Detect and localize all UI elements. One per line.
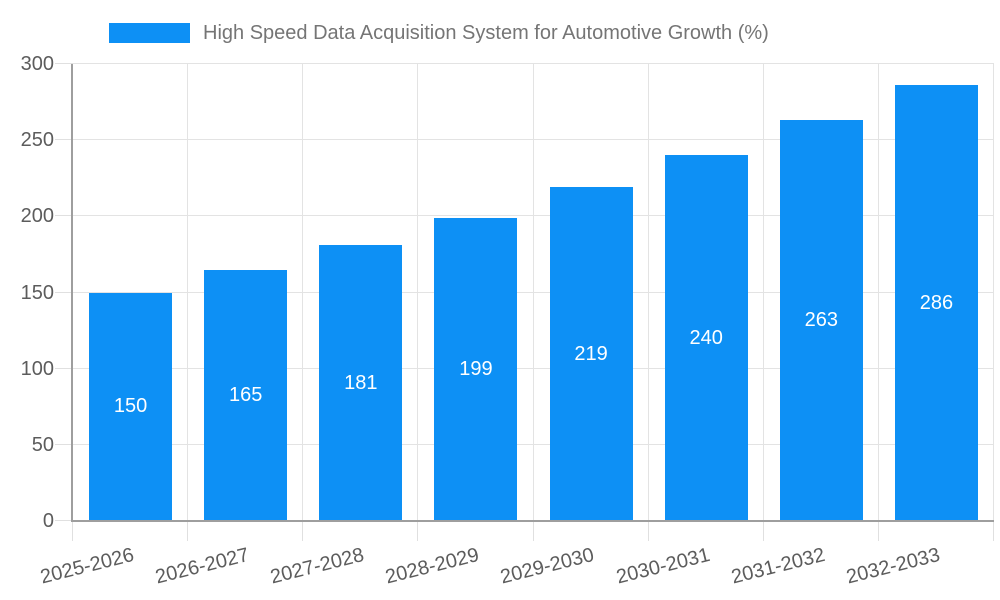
gridline-y: [73, 367, 994, 369]
y-tick: [55, 520, 73, 521]
x-tick: [993, 521, 994, 541]
gridline-y: [73, 63, 994, 64]
x-axis-tick-label: 2031-2032: [728, 543, 827, 589]
bar-value-label: 150: [113, 395, 148, 418]
x-tick: [647, 521, 649, 541]
y-tick: [55, 443, 73, 445]
y-axis-tick-label: 250: [20, 129, 54, 152]
bar[interactable]: 165: [204, 269, 288, 521]
bar-value-label: 219: [574, 342, 608, 365]
bar[interactable]: 286: [894, 85, 978, 521]
x-axis-tick-label: 2026-2027: [153, 543, 252, 589]
y-axis-tick-label: 300: [20, 53, 54, 75]
x-axis-tick-label: 2030-2031: [613, 543, 712, 589]
y-tick: [55, 291, 73, 293]
gridline-x: [877, 64, 879, 521]
y-axis-line: [71, 64, 73, 521]
bar[interactable]: 263: [779, 120, 863, 521]
gridline-x: [302, 64, 304, 521]
legend-swatch[interactable]: [109, 23, 190, 43]
x-tick: [877, 521, 879, 541]
y-axis-tick-label: 0: [42, 510, 54, 532]
bar[interactable]: 150: [89, 292, 173, 521]
x-axis-tick-label: 2025-2026: [37, 543, 137, 589]
bar-value-label: 181: [344, 371, 378, 394]
y-axis-tick-label: 200: [20, 205, 54, 228]
gridline-x: [417, 64, 419, 521]
x-axis-tick-label: 2028-2029: [383, 543, 482, 589]
y-tick: [55, 63, 73, 64]
gridline-x: [647, 64, 649, 521]
x-tick: [72, 521, 73, 541]
gridline-y: [73, 443, 994, 445]
x-axis-line: [71, 520, 994, 522]
bar[interactable]: 240: [664, 155, 748, 521]
x-axis-tick-label: 2029-2030: [498, 543, 597, 589]
gridline-x: [993, 64, 994, 521]
bar-value-label: 240: [689, 326, 723, 349]
x-tick: [762, 521, 764, 541]
bar[interactable]: 181: [319, 245, 403, 521]
gridline-y: [73, 139, 994, 141]
gridline-x: [762, 64, 764, 521]
bar-value-label: 286: [919, 291, 954, 314]
y-axis-tick-label: 50: [31, 433, 54, 456]
y-axis-tick-label: 100: [20, 357, 54, 380]
gridline-y: [73, 291, 994, 293]
x-axis-tick-label: 2032-2033: [843, 543, 943, 589]
x-tick: [532, 521, 534, 541]
bar-value-label: 165: [229, 383, 263, 406]
gridline-y: [73, 215, 994, 217]
y-tick: [55, 139, 73, 141]
bar[interactable]: 199: [434, 217, 518, 521]
bar[interactable]: 219: [549, 187, 633, 521]
legend-series-label: High Speed Data Acquisition System for A…: [203, 22, 769, 44]
y-tick: [55, 215, 73, 217]
x-tick: [187, 521, 189, 541]
gridline-x: [532, 64, 534, 521]
x-tick: [302, 521, 304, 541]
x-axis-tick-label: 2027-2028: [268, 543, 367, 589]
x-tick: [417, 521, 419, 541]
bar-value-label: 263: [804, 309, 838, 332]
y-axis-tick-label: 150: [20, 281, 54, 304]
y-tick: [55, 367, 73, 369]
gridline-x: [187, 64, 189, 521]
bar-value-label: 199: [459, 357, 493, 380]
